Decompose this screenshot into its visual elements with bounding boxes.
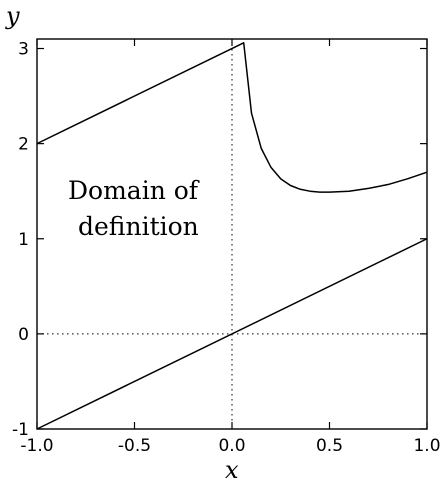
x-tick-label: 1.0 [413,436,440,456]
series-line-2 [36,42,428,193]
y-tick-label: 3 [18,40,29,60]
y-axis-title: y [5,2,20,30]
x-tick-label: 0.5 [316,436,343,456]
annotation-line-2: definition [78,212,199,241]
y-tick-label: 0 [18,325,29,345]
x-axis-title: x [225,456,239,484]
y-tick-label: 1 [18,230,29,250]
x-tick-label: -0.5 [118,436,151,456]
series-line-1 [36,238,428,430]
annotation-line-1: Domain of [68,176,200,205]
y-tick-label: 2 [18,135,29,155]
y-tick-label: -1 [12,420,29,440]
x-tick-label: 0.0 [218,436,245,456]
x-tick-label: -1.0 [20,436,53,456]
tick-labels: -1.0 -0.5 0.0 0.5 1.0 -1 0 1 2 3 [12,40,440,456]
series-group [36,42,428,430]
